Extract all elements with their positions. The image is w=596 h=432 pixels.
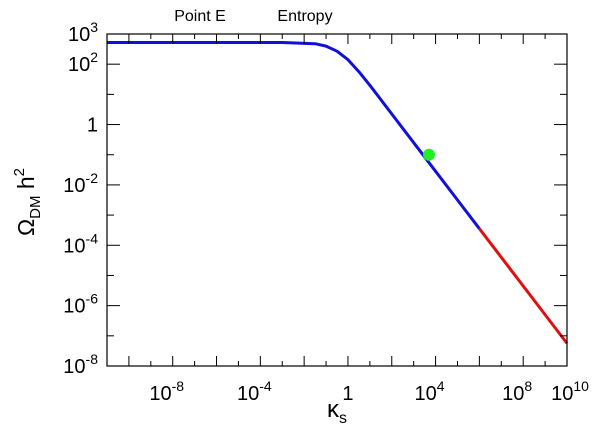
- x-tick-label: 104: [415, 378, 445, 405]
- data-point-marker: [423, 148, 435, 161]
- y-tick-label: 1: [87, 115, 98, 137]
- x-tick-label: 1010: [551, 378, 589, 405]
- y-axis-label: ΩDM h2: [11, 168, 44, 236]
- plot-frame: [106, 33, 568, 367]
- y-tick-label: 10-8: [63, 351, 98, 378]
- x-tick-labels: 10-8 10-4 1 104 108 1010: [149, 378, 589, 405]
- y-tick-labels: 103 102 1 10-2 10-4 10-6 10-8: [63, 19, 98, 378]
- y-tick-label: 10-4: [63, 230, 98, 257]
- series-line-1: [107, 41, 481, 230]
- chart-title-left: Point E: [174, 8, 226, 25]
- x-axis-label-sub: s: [339, 410, 347, 427]
- marker-layer: [423, 148, 435, 161]
- chart-title-right: Entropy: [277, 8, 332, 25]
- series-layer: [107, 41, 569, 345]
- x-axis-label: κs: [327, 396, 347, 427]
- series-line-2: [478, 227, 569, 345]
- y-axis-label-sub: DM: [27, 196, 44, 219]
- x-tick-label: 10-4: [237, 378, 272, 405]
- y-tick-label: 103: [68, 19, 98, 46]
- y-tick-label: 10-6: [63, 291, 98, 318]
- x-tick-label: 1: [342, 383, 353, 405]
- y-axis-label-sup: 2: [11, 168, 28, 176]
- x-axis-label-main: κ: [327, 396, 340, 423]
- y-tick-label: 102: [68, 49, 98, 76]
- y-tick-label: 10-2: [63, 170, 98, 197]
- y-axis-label-tail: h: [13, 176, 39, 195]
- x-tick-label: 108: [502, 378, 532, 405]
- x-tick-label: 10-8: [149, 378, 184, 405]
- y-axis-label-main: Ω: [13, 219, 39, 236]
